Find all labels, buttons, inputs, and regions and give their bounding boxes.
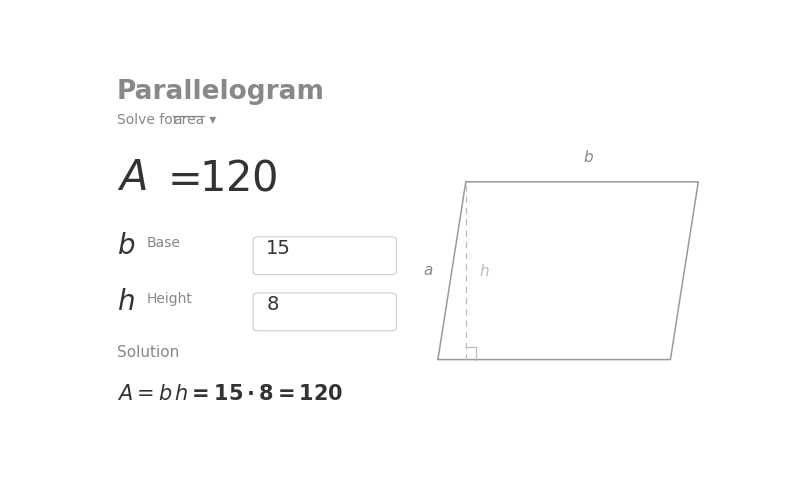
Text: $\it{A}$: $\it{A}$ (117, 157, 146, 199)
Text: $120$: $120$ (199, 157, 278, 199)
FancyBboxPatch shape (253, 293, 396, 331)
Text: $\bf{\it{h}}$: $\bf{\it{h}}$ (117, 289, 134, 316)
Text: Parallelogram: Parallelogram (117, 79, 325, 105)
Text: ▾: ▾ (206, 113, 217, 126)
Text: 8: 8 (266, 295, 278, 314)
Text: 15: 15 (266, 239, 291, 258)
Text: $A = \bf{\mathit{b}}\,\bf{\mathit{h}} = 15 \cdot 8 = 120$: $A = \bf{\mathit{b}}\,\bf{\mathit{h}} = … (117, 384, 343, 404)
Text: area: area (173, 113, 205, 126)
Text: Base: Base (146, 236, 180, 250)
Text: Solve for: Solve for (117, 113, 182, 126)
Text: $a$: $a$ (423, 263, 434, 278)
Text: $=$: $=$ (159, 157, 199, 199)
FancyBboxPatch shape (253, 237, 396, 275)
Text: Height: Height (146, 292, 192, 306)
Text: $b$: $b$ (582, 149, 594, 165)
Text: $h$: $h$ (479, 263, 490, 278)
Text: $\bf{\it{b}}$: $\bf{\it{b}}$ (117, 232, 135, 260)
Text: Solution: Solution (117, 345, 179, 360)
